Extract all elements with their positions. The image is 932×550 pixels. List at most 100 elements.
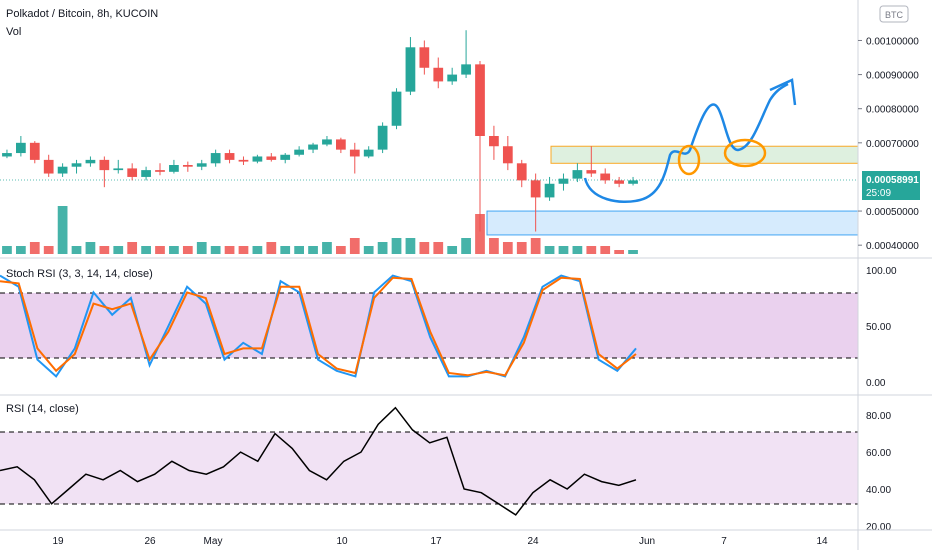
x-tick-label: 17 [430, 536, 442, 547]
x-tick-label: 14 [816, 536, 828, 547]
x-tick-label: May [204, 536, 223, 547]
volume-bar [614, 250, 624, 254]
candle-body [586, 170, 597, 174]
price-tick-label: 0.00040000 [866, 241, 919, 252]
currency-badge-text: BTC [885, 10, 904, 20]
candle-body [405, 47, 416, 92]
volume-bar [85, 242, 96, 254]
volume-bar [210, 246, 221, 254]
volume-bar [127, 242, 138, 254]
volume-bar [308, 246, 318, 254]
volume-bar [57, 206, 68, 254]
candle-body [600, 173, 611, 181]
candle-body [572, 170, 583, 179]
price-badge-countdown: 25:09 [866, 188, 891, 199]
volume-bar [600, 246, 611, 254]
volume-bar [461, 238, 471, 254]
volume-bar [558, 246, 569, 254]
candle-body [544, 183, 555, 198]
candle-body [266, 156, 277, 160]
candle-body [210, 153, 221, 164]
x-tick-label: 26 [144, 536, 156, 547]
candle-body [502, 146, 513, 164]
price-badge-value: 0.00058991 [866, 175, 919, 186]
candle-body [169, 165, 179, 172]
price-tick-label: 0.00100000 [866, 36, 919, 47]
candle-body [349, 149, 360, 157]
rsi-tick-label: 20.00 [866, 522, 891, 533]
right-price-axis[interactable]: BTC 0.00100000 0.00090000 0.00080000 0.0007… [857, 0, 920, 550]
candle-body [461, 64, 471, 75]
rsi-tick-label: 80.00 [866, 411, 891, 422]
volume-bar [322, 242, 332, 254]
volume-bar [224, 246, 235, 254]
candle-body [99, 159, 110, 171]
candle-body [558, 178, 569, 184]
candle-body [419, 47, 430, 68]
volume-bar [475, 214, 485, 254]
candle-body [29, 142, 40, 160]
volume-bar [502, 242, 513, 254]
rsi-pane: RSI (14, close) [0, 403, 858, 516]
volume-bar [280, 246, 291, 254]
candle-body [475, 64, 485, 136]
volume-bar [2, 246, 12, 254]
volume-bar [489, 238, 499, 254]
volume-bar [43, 246, 54, 254]
volume-bar [113, 246, 124, 254]
candle-body [127, 168, 138, 177]
price-badge [862, 171, 920, 200]
time-axis[interactable]: 19 26 May 10 17 24 Jun 7 14 [0, 529, 932, 547]
candle-body [530, 180, 541, 198]
zone-resistance [550, 145, 859, 164]
x-tick-label: 10 [336, 536, 348, 547]
rsi-tick-label: 40.00 [866, 485, 891, 496]
currency-badge[interactable] [879, 5, 909, 23]
rsi-tick-label: 60.00 [866, 448, 891, 459]
volume-bar [336, 246, 346, 254]
candle-body [447, 74, 458, 82]
volume-bar [363, 246, 374, 254]
candle-body [294, 149, 304, 155]
volume-bar [628, 250, 638, 254]
price-tick-label: 0.00090000 [866, 71, 919, 82]
stoch-line-D [0, 276, 637, 377]
x-tick-label: 19 [52, 536, 64, 547]
candle-body [224, 153, 235, 160]
stoch-tick-label: 0.00 [866, 378, 886, 389]
volume-bar [155, 246, 165, 254]
candle-body [71, 163, 82, 167]
zone-support [486, 210, 859, 236]
price-tick-label: 0.00050000 [866, 207, 919, 218]
drawn-arrow-head [769, 78, 797, 106]
candle-body [85, 159, 96, 164]
rsi-title: RSI (14, close) [6, 403, 79, 415]
drawn-circle-left [677, 144, 701, 176]
volume-bar [419, 242, 430, 254]
x-tick-label: Jun [639, 536, 655, 547]
volume-bar [71, 246, 82, 254]
volume-bar [433, 242, 444, 254]
candle-body [433, 67, 444, 82]
volume-bar [447, 246, 458, 254]
candle-body [196, 163, 207, 167]
volume-bar [16, 246, 26, 254]
volume-bar [266, 242, 277, 254]
candle-body [2, 153, 12, 157]
candle-body [336, 139, 346, 150]
volume-bar [516, 242, 527, 254]
candle-body [57, 166, 68, 174]
candle-body [141, 170, 151, 177]
x-tick-label: 7 [721, 536, 727, 547]
candle-body [238, 159, 249, 162]
volume-bar [294, 246, 304, 254]
chart-title: Polkadot / Bitcoin, 8h, KUCOIN [6, 8, 158, 20]
price-tick-label: 0.00080000 [866, 105, 919, 116]
volume-bar [169, 246, 179, 254]
candle-body [391, 91, 402, 126]
volume-bar [405, 238, 416, 254]
candle-body [377, 125, 388, 150]
candle-body [628, 180, 638, 184]
price-pane: Polkadot / Bitcoin, 8h, KUCOIN Vol [0, 8, 859, 254]
